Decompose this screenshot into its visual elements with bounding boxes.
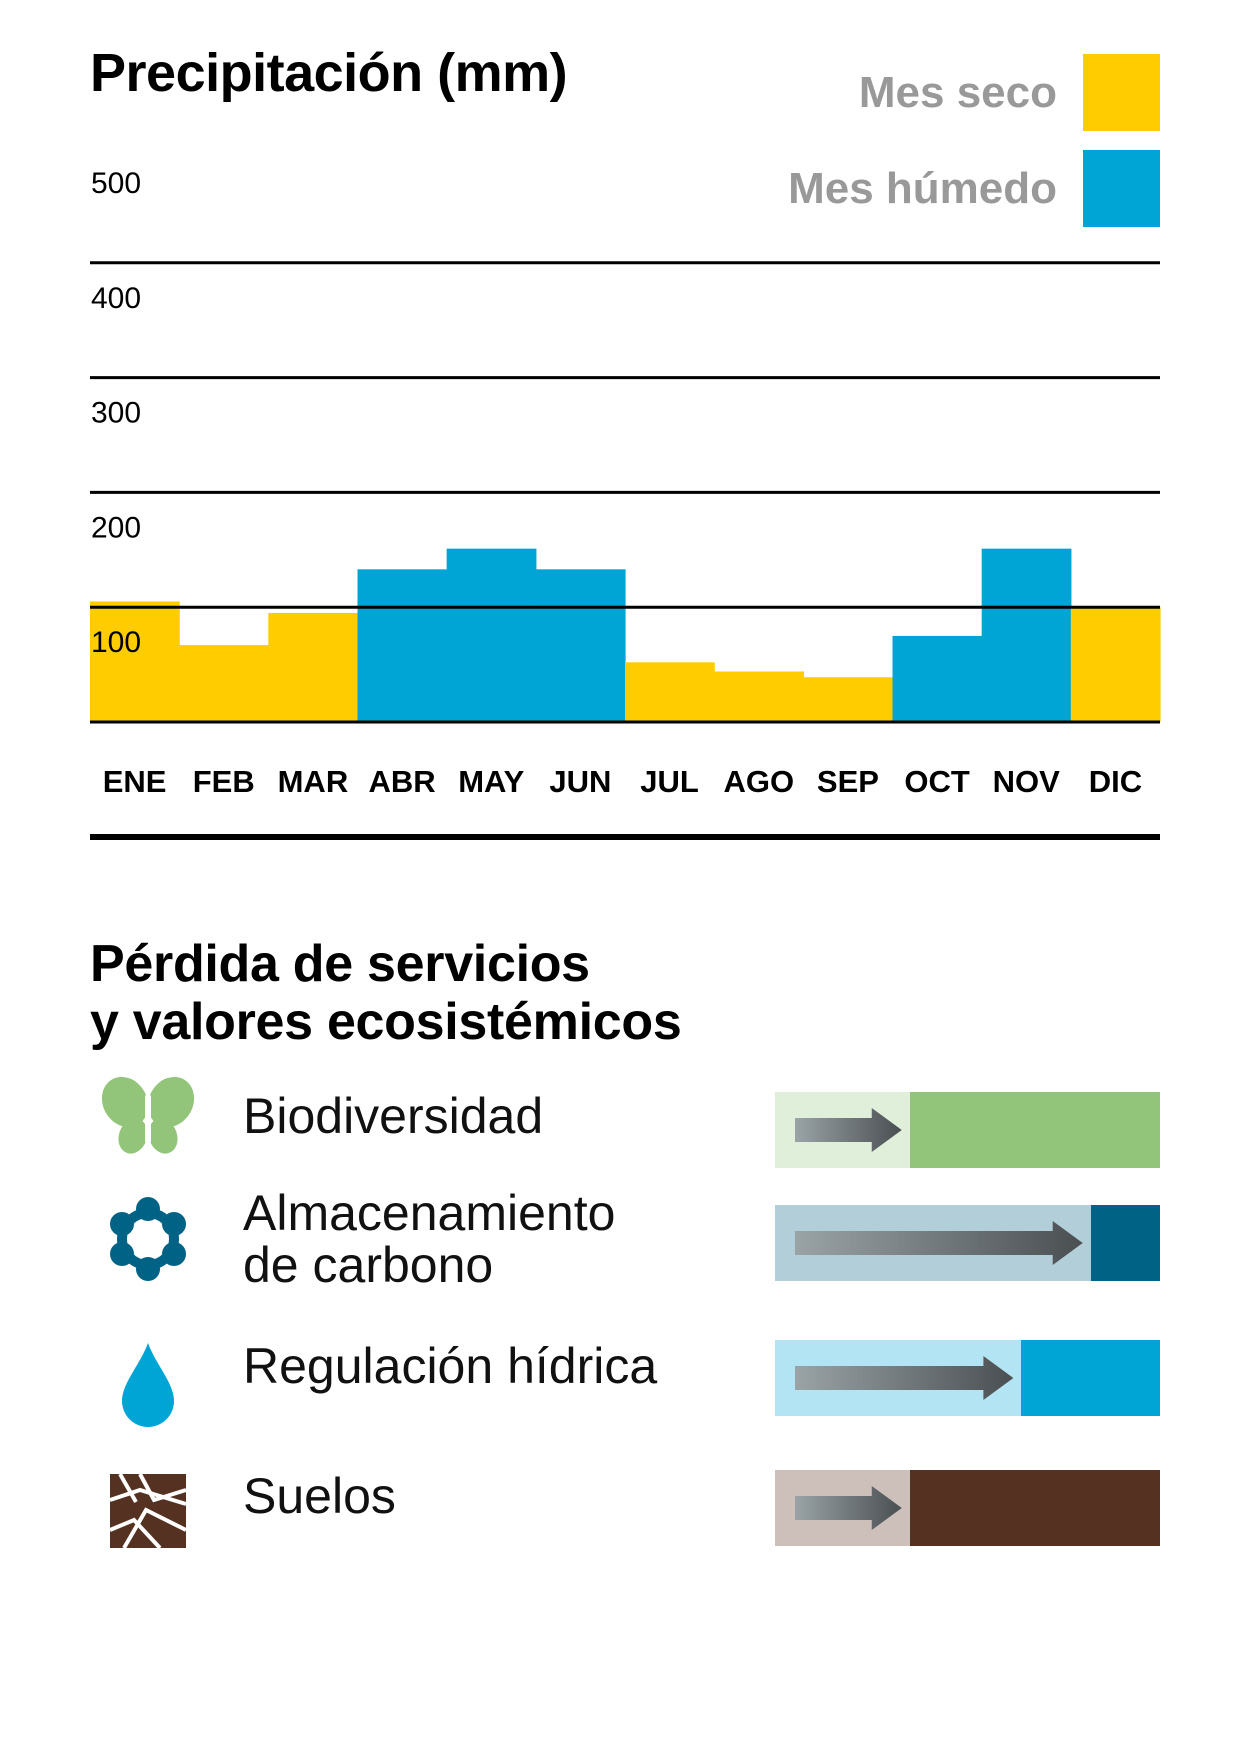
service-label-line: de carbono: [243, 1237, 494, 1293]
service-label-line: Suelos: [243, 1468, 396, 1524]
x-tick-label-abr: ABR: [368, 764, 435, 799]
services-title-line-1: Pérdida de servicios: [90, 935, 590, 993]
butterfly-icon: [100, 1072, 196, 1168]
bar-ene: [90, 601, 180, 722]
soil-icon: [100, 1460, 196, 1556]
service-loss-bar: [775, 1470, 1160, 1546]
service-label-line: Almacenamiento: [243, 1185, 616, 1241]
service-loss-bar: [775, 1340, 1160, 1416]
y-tick-label-500: 500: [91, 167, 141, 200]
service-remaining-fill: [1021, 1340, 1160, 1416]
x-tick-label-mar: MAR: [278, 764, 349, 799]
service-label-line: Biodiversidad: [243, 1088, 544, 1144]
service-loss-fill: [775, 1470, 910, 1546]
x-tick-label-nov: NOV: [993, 764, 1061, 799]
legend-swatch-wet: [1083, 150, 1160, 227]
bar-abr: [357, 569, 448, 722]
y-tick-label-400: 400: [91, 282, 141, 315]
service-label: Biodiversidad: [243, 1090, 543, 1142]
service-loss-fill: [775, 1205, 1091, 1281]
x-tick-label-feb: FEB: [193, 764, 255, 799]
carbon-molecule-icon: [100, 1191, 196, 1287]
service-loss-bar: [775, 1092, 1160, 1168]
bar-jun: [535, 569, 626, 722]
x-tick-label-oct: OCT: [904, 764, 970, 799]
bar-ago: [714, 671, 804, 722]
y-tick-label-200: 200: [91, 511, 141, 544]
service-loss-bar: [775, 1205, 1160, 1281]
x-tick-label-dic: DIC: [1089, 764, 1142, 799]
bar-may: [446, 548, 537, 722]
services-title: Pérdida de servicios y valores ecosistém…: [90, 935, 682, 1051]
service-label: Regulación hídrica: [243, 1340, 657, 1392]
loss-arrow-icon: [795, 1108, 902, 1152]
legend-item-wet: Mes húmedo: [788, 150, 1160, 227]
x-tick-label-jul: JUL: [640, 764, 699, 799]
service-label-line: Regulación hídrica: [243, 1338, 658, 1394]
precipitation-chart: 100 200 300 400 500 ENE FEB MAR ABR MAY JUN JUL AGO S…: [90, 167, 1161, 840]
x-tick-label-jun: JUN: [549, 764, 611, 799]
loss-arrow-icon: [795, 1221, 1083, 1265]
service-remaining-fill: [1090, 1205, 1160, 1281]
legend-swatch-dry: [1083, 54, 1160, 131]
loss-arrow-icon: [795, 1486, 902, 1530]
y-tick-label-300: 300: [91, 397, 141, 430]
water-drop-icon: [100, 1337, 196, 1433]
y-tick-label-100: 100: [91, 626, 141, 659]
chart-title: Precipitación (mm): [90, 43, 568, 103]
service-loss-fill: [775, 1340, 1022, 1416]
service-remaining-fill: [909, 1092, 1160, 1168]
service-label: Suelos: [243, 1470, 396, 1522]
x-tick-label-sep: SEP: [817, 764, 879, 799]
bar-dic: [1070, 607, 1161, 722]
bar-mar: [268, 612, 359, 722]
legend-label-dry: Mes seco: [858, 67, 1057, 117]
x-tick-label-may: MAY: [458, 764, 524, 799]
x-tick-label-ago: AGO: [723, 764, 794, 799]
legend-item-dry: Mes seco: [859, 54, 1160, 131]
service-remaining-fill: [909, 1470, 1160, 1546]
services-title-line-2: y valores ecosistémicos: [90, 993, 682, 1051]
bar-oct: [892, 635, 983, 722]
legend-label-wet: Mes húmedo: [788, 163, 1057, 213]
section-divider: [90, 834, 1160, 840]
service-label: Almacenamiento de carbono: [243, 1187, 615, 1291]
bar-feb: [179, 645, 269, 722]
bar-jul: [625, 662, 715, 722]
bar-sep: [803, 677, 894, 722]
bar-nov: [981, 548, 1072, 722]
service-loss-fill: [775, 1092, 910, 1168]
loss-arrow-icon: [795, 1356, 1014, 1400]
x-tick-label-ene: ENE: [103, 764, 167, 799]
